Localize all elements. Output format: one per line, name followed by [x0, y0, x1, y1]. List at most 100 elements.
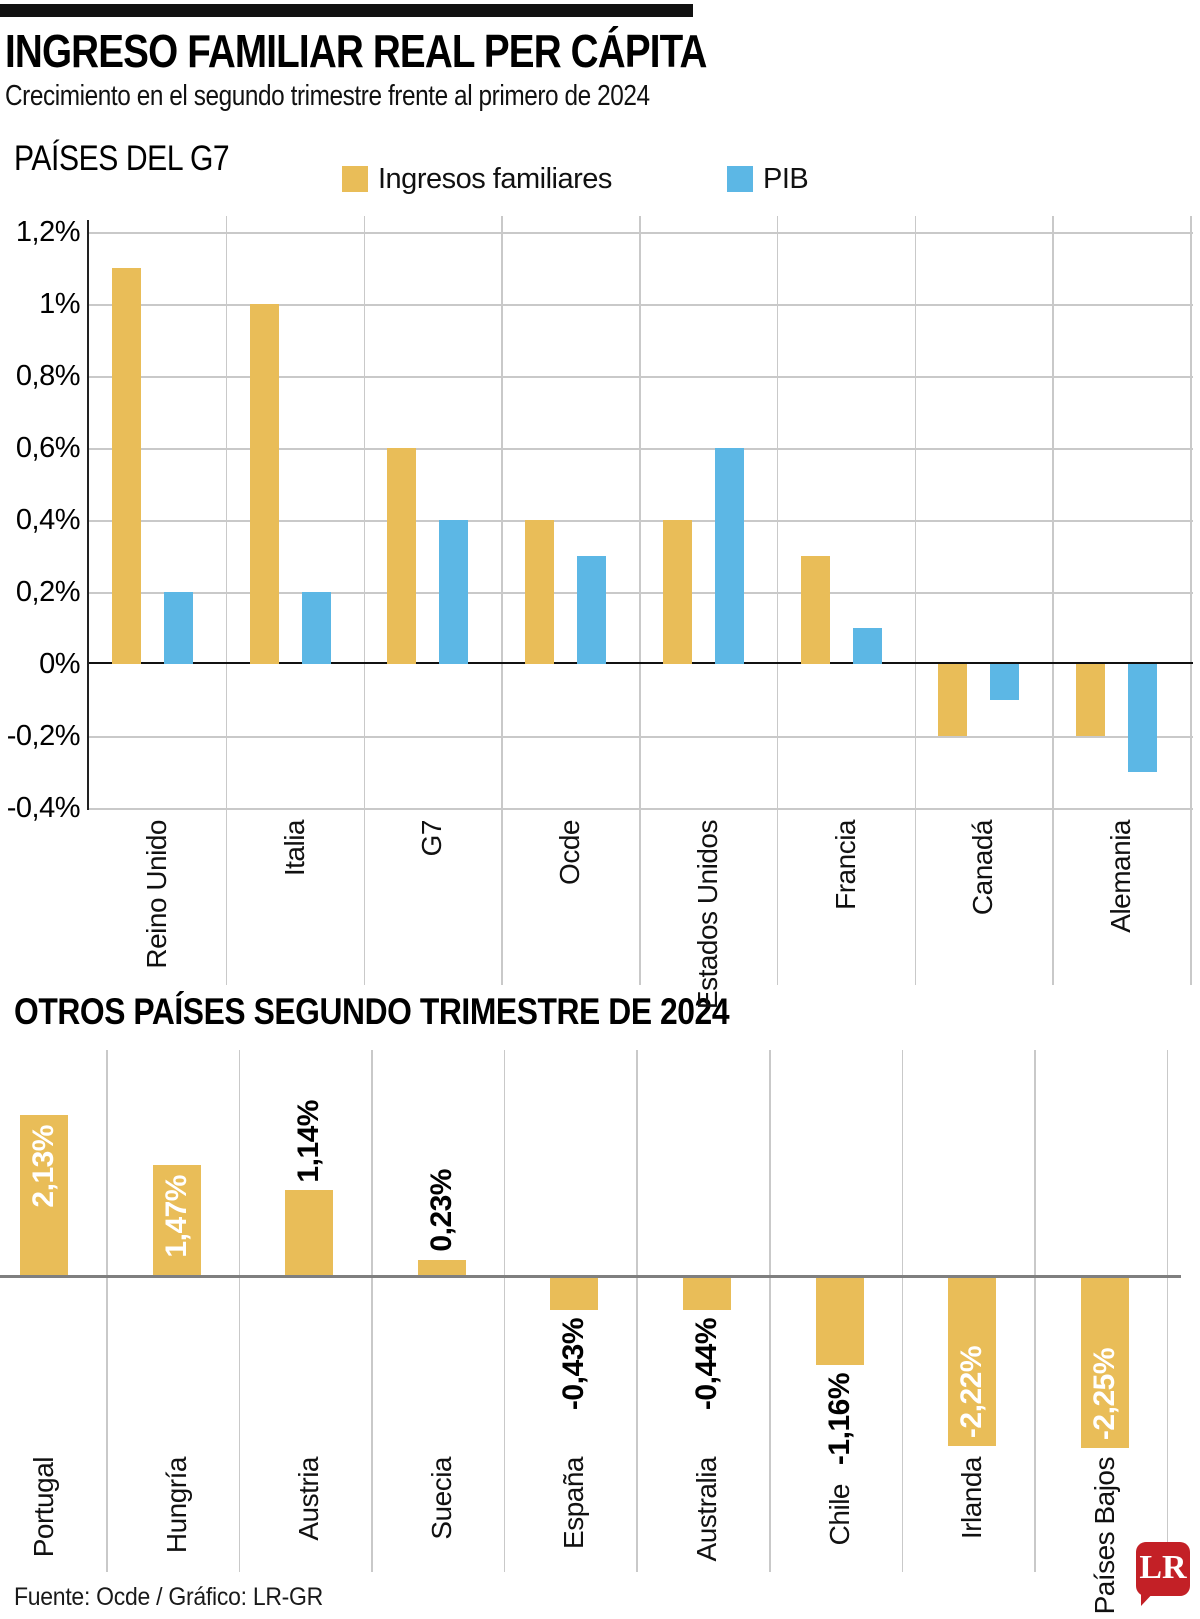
y-axis-tick-label: 0,2%	[15, 576, 81, 608]
bar-ingresos	[249, 304, 279, 664]
bar-ingresos	[938, 664, 968, 736]
y-axis-line	[86, 220, 89, 810]
gridline-vertical	[1190, 216, 1192, 985]
x-axis-label: Alemania	[1105, 820, 1137, 933]
gridline-horizontal	[88, 304, 1193, 306]
x-axis-label: Ocde	[554, 820, 586, 885]
x-axis-label: Chile	[823, 1484, 855, 1546]
bar-value-label: -2,25%	[1087, 1347, 1121, 1440]
gridline-horizontal	[88, 520, 1193, 522]
bar-country	[683, 1277, 731, 1311]
x-axis-label: Suecia	[425, 1457, 457, 1540]
gridline-vertical	[225, 216, 228, 985]
gridline-horizontal	[88, 448, 1193, 450]
bar-country	[152, 1165, 201, 1277]
bar-pib	[714, 448, 744, 664]
zero-axis-line	[0, 1274, 1181, 1278]
section-title-g7: PAÍSES DEL G7	[14, 139, 230, 178]
bar-pib	[439, 520, 469, 664]
bar-pib	[990, 664, 1020, 700]
bar-pib	[1128, 664, 1158, 772]
legend-swatch-ingresos	[342, 166, 368, 192]
bar-country	[417, 1259, 466, 1277]
x-axis-label: Italia	[278, 820, 310, 877]
x-axis-label: Hungría	[160, 1457, 192, 1554]
lr-logo-tail	[1141, 1590, 1156, 1606]
bar-country	[20, 1115, 68, 1277]
gridline-horizontal	[88, 736, 1193, 738]
bar-value-label: 2,13%	[27, 1125, 60, 1208]
page-title: INGRESO FAMILIAR REAL PER CÁPITA	[5, 25, 707, 77]
bar-pib	[301, 592, 331, 664]
y-axis-tick-label: 0%	[39, 648, 80, 680]
bar-value-label: 1,14%	[292, 1099, 326, 1183]
bar-value-label: -1,16%	[822, 1373, 856, 1466]
x-axis-label: G7	[416, 820, 448, 857]
gridline-vertical	[501, 216, 503, 985]
gridline-vertical	[1052, 216, 1054, 985]
bar-ingresos	[387, 448, 417, 664]
y-axis-tick-label: 0,6%	[15, 432, 81, 464]
gridline-horizontal	[88, 376, 1193, 378]
gridline-vertical	[776, 216, 779, 985]
y-axis-tick-label: 0,8%	[15, 360, 81, 392]
y-axis-tick-label: -0,4%	[6, 792, 81, 824]
gridline-vertical	[1166, 1050, 1169, 1572]
page-subtitle: Crecimiento en el segundo trimestre fren…	[5, 80, 650, 112]
gridline-vertical	[238, 1050, 241, 1572]
bar-value-label: 1,47%	[159, 1175, 193, 1258]
gridline-vertical	[106, 1050, 108, 1572]
x-axis-label: Irlanda	[956, 1457, 988, 1540]
bar-ingresos	[1076, 664, 1106, 736]
x-axis-label: Australia	[691, 1457, 722, 1562]
x-axis-label: España	[558, 1457, 590, 1549]
lr-logo: LR	[1136, 1542, 1190, 1596]
bar-value-label: -2,22%	[955, 1345, 989, 1438]
bar-country	[948, 1277, 997, 1446]
gridline-vertical	[1034, 1050, 1036, 1572]
bar-country	[815, 1277, 864, 1366]
y-axis-tick-label: 1%	[39, 288, 80, 320]
x-axis-label: Francia	[829, 820, 861, 910]
source-credit: Fuente: Ocde / Gráfico: LR-GR	[14, 1583, 324, 1611]
top-accent-bar	[0, 4, 693, 17]
bar-country	[550, 1277, 599, 1310]
bar-ingresos	[662, 520, 692, 664]
x-axis-label: Reino Unido	[140, 820, 172, 969]
x-axis-label: Portugal	[28, 1457, 59, 1558]
legend-label-ingresos: Ingresos familiares	[378, 163, 612, 195]
y-axis-tick-label: 1,2%	[15, 216, 81, 248]
bar-ingresos	[800, 556, 830, 664]
bar-country	[1080, 1277, 1129, 1448]
legend-label-pib: PIB	[763, 163, 809, 195]
bar-pib	[163, 592, 193, 664]
bar-pib	[577, 556, 607, 664]
x-axis-label: Estados Unidos	[691, 820, 723, 1010]
x-axis-label: Canadá	[967, 820, 999, 916]
bar-value-label: 0,23%	[424, 1168, 458, 1252]
gridline-vertical	[371, 1050, 373, 1572]
bar-ingresos	[525, 520, 555, 664]
gridline-vertical	[363, 216, 365, 985]
section-title-otros: OTROS PAÍSES SEGUNDO TRIMESTRE DE 2024	[14, 991, 730, 1032]
zero-axis-line	[88, 662, 1193, 664]
gridline-horizontal	[88, 232, 1193, 234]
gridline-horizontal	[88, 808, 1193, 810]
gridline-vertical	[769, 1050, 771, 1572]
bar-pib	[852, 628, 882, 664]
legend-swatch-pib	[727, 166, 753, 192]
bar-value-label: -0,43%	[557, 1317, 591, 1410]
gridline-vertical	[636, 1050, 638, 1572]
gridline-vertical	[901, 1050, 904, 1572]
gridline-vertical	[914, 216, 916, 985]
bar-ingresos	[111, 268, 141, 664]
gridline-horizontal	[88, 592, 1193, 594]
x-axis-label: Austria	[293, 1457, 325, 1541]
y-axis-tick-label: 0,4%	[15, 504, 81, 536]
bar-country	[285, 1190, 334, 1277]
gridline-vertical	[503, 1050, 506, 1572]
y-axis-tick-label: -0,2%	[6, 720, 81, 752]
gridline-vertical	[639, 216, 641, 985]
bar-value-label: -0,44%	[690, 1318, 723, 1411]
